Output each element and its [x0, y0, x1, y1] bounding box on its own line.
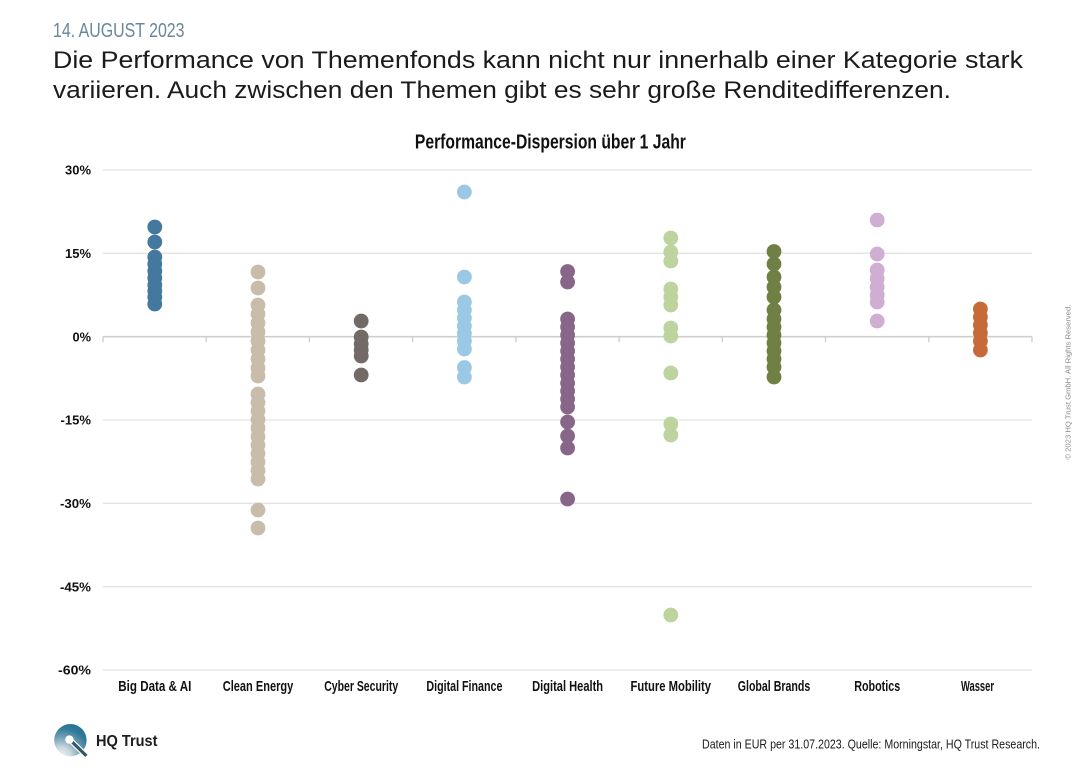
- svg-text:Wasser: Wasser: [961, 678, 994, 695]
- svg-text:Die Performance von Themenfond: Die Performance von Themenfonds kann nic…: [53, 47, 1024, 74]
- svg-text:Digital Finance: Digital Finance: [426, 678, 502, 695]
- svg-text:© 2023 HQ Trust GmbH. All Righ: © 2023 HQ Trust GmbH. All Rights Reserve…: [1065, 305, 1073, 460]
- svg-text:-45%: -45%: [60, 579, 91, 594]
- svg-text:Big Data & AI: Big Data & AI: [118, 678, 191, 695]
- svg-text:HQ Trust: HQ Trust: [96, 733, 158, 750]
- svg-text:Cyber Security: Cyber Security: [324, 678, 398, 695]
- svg-text:14. AUGUST 2023: 14. AUGUST 2023: [53, 19, 185, 42]
- svg-text:Digital Health: Digital Health: [532, 678, 603, 695]
- svg-text:-60%: -60%: [58, 663, 91, 678]
- svg-text:Clean Energy: Clean Energy: [223, 678, 294, 695]
- svg-text:0%: 0%: [73, 329, 92, 344]
- svg-text:Performance-Dispersion über 1: Performance-Dispersion über 1 Jahr: [415, 132, 686, 154]
- svg-text:-15%: -15%: [61, 413, 92, 428]
- svg-text:Global Brands: Global Brands: [738, 678, 811, 695]
- svg-text:variieren. Auch zwischen den T: variieren. Auch zwischen den Themen gibt…: [53, 77, 951, 104]
- svg-text:30%: 30%: [65, 163, 91, 178]
- svg-text:Robotics: Robotics: [854, 678, 900, 695]
- svg-text:-30%: -30%: [60, 496, 91, 511]
- svg-text:15%: 15%: [65, 246, 91, 261]
- svg-text:Future Mobility: Future Mobility: [631, 678, 712, 695]
- svg-text:Daten in EUR per 31.07.2023. Q: Daten in EUR per 31.07.2023. Quelle: Mor…: [702, 738, 1040, 752]
